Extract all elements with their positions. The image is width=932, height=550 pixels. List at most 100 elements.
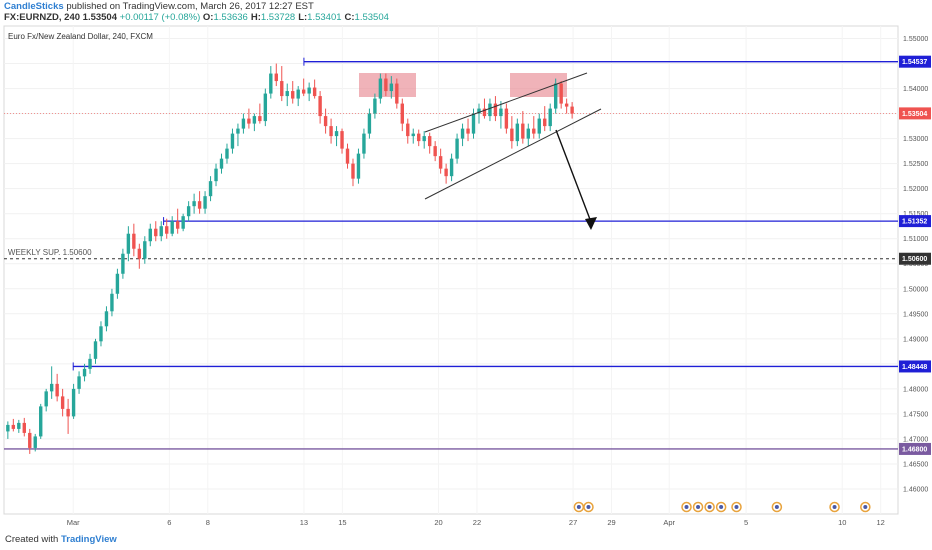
- x-tick-label: 5: [744, 518, 748, 527]
- current-price-tag-label: 1.53504: [902, 111, 927, 118]
- candle-body: [351, 163, 355, 179]
- candle-body: [373, 98, 377, 114]
- y-tick-label: 1.54000: [903, 86, 928, 93]
- price-tag-label: 1.50600: [902, 256, 927, 263]
- candle-body: [77, 376, 81, 389]
- y-tick-label: 1.49500: [903, 311, 928, 318]
- candle-body: [241, 118, 246, 129]
- candle-body: [329, 126, 333, 137]
- candle-body: [82, 368, 87, 377]
- candle-body: [340, 131, 344, 149]
- candle-body: [455, 138, 459, 159]
- candle-body: [482, 108, 487, 117]
- economic-event-dot: [719, 505, 724, 509]
- candle-body: [110, 293, 114, 312]
- candle-body: [104, 311, 109, 327]
- candle-body: [477, 108, 481, 114]
- candle-body: [33, 436, 37, 448]
- x-tick-label: 15: [338, 518, 346, 527]
- candle-body: [219, 158, 224, 169]
- economic-event-dot: [707, 505, 712, 509]
- candle-body: [28, 432, 32, 448]
- y-tick-label: 1.49000: [903, 336, 928, 343]
- candle-body: [165, 226, 169, 234]
- close-value: 1.53504: [354, 12, 389, 23]
- tradingview-logo[interactable]: TradingView: [60, 534, 117, 545]
- high-value: 1.53728: [260, 12, 296, 23]
- candle-body: [488, 103, 492, 117]
- candle-body: [433, 146, 437, 157]
- candle-body: [71, 388, 76, 417]
- economic-event-dot: [774, 505, 779, 509]
- candle-body: [362, 133, 366, 154]
- candle-body: [564, 103, 569, 107]
- candle-body: [269, 73, 273, 94]
- candle-body: [6, 424, 10, 432]
- y-tick-label: 1.46500: [903, 461, 928, 468]
- x-tick-label: 22: [473, 518, 481, 527]
- candle-body: [203, 196, 207, 209]
- drawings: [424, 72, 602, 230]
- candle-body: [466, 128, 470, 134]
- open-value: 1.53636: [213, 12, 248, 23]
- candle-body: [252, 116, 257, 124]
- y-tick-label: 1.47000: [903, 436, 928, 443]
- candle-body: [296, 89, 300, 99]
- candle-body: [449, 158, 454, 177]
- candle-body: [143, 241, 147, 259]
- candle-body: [493, 103, 498, 117]
- candle-body: [499, 108, 503, 117]
- x-tick-label: 10: [838, 518, 846, 527]
- candle-body: [504, 108, 509, 129]
- candle-body: [411, 133, 415, 137]
- candle-body: [197, 201, 202, 209]
- y-tick-label: 1.52500: [903, 161, 928, 168]
- price-tag-box: [899, 55, 931, 68]
- economic-event-dot: [734, 505, 739, 509]
- candle-body: [438, 156, 443, 169]
- y-tick-label: 1.47500: [903, 411, 928, 418]
- candle-body: [181, 216, 185, 229]
- price-tags: 1.54537 1.51352 1.50600 1.48448 1.46800 1.535…: [899, 55, 931, 455]
- candle-body: [39, 406, 43, 437]
- y-tick-label: 1.50000: [903, 286, 928, 293]
- x-tick-label: 6: [167, 518, 171, 527]
- target-arrow-head: [585, 217, 597, 230]
- x-tick-label: 27: [569, 518, 577, 527]
- author-link[interactable]: CandleSticks: [4, 1, 64, 12]
- candle-body: [159, 226, 163, 237]
- candle-body: [471, 113, 476, 134]
- candle-body: [214, 168, 218, 182]
- candle-body: [444, 168, 448, 177]
- price-tag-label: 1.51352: [902, 219, 927, 226]
- current-price-tag-box: [899, 107, 931, 120]
- event-markers: [573, 501, 871, 513]
- candlestick-chart[interactable]: Euro Fx/New Zealand Dollar, 240, FXCM WE…: [0, 24, 932, 530]
- x-tick-label: 12: [877, 518, 885, 527]
- candle-body: [274, 73, 278, 82]
- footer: Created with TradingView: [0, 530, 932, 550]
- publish-info: published on TradingView.com, March 26, …: [66, 1, 314, 12]
- price-tag-box: [899, 442, 931, 455]
- candle-body: [186, 206, 191, 217]
- candle-body: [356, 153, 361, 179]
- candle-body: [263, 93, 268, 122]
- candle-body: [312, 87, 317, 97]
- candle-body: [49, 383, 54, 392]
- price-axis[interactable]: 1.550001.545001.540001.535001.530001.525…: [903, 36, 928, 493]
- candle-body: [548, 108, 552, 127]
- candle-body: [307, 87, 311, 94]
- candle-body: [367, 113, 372, 134]
- time-axis[interactable]: Mar 6 8 13 15 20 22 27 29 Apr 5 10 12: [67, 518, 885, 527]
- candle-body: [137, 248, 142, 259]
- close-key: C:: [344, 12, 355, 23]
- candle-body: [132, 233, 136, 249]
- candle-body: [88, 358, 92, 369]
- candle-body: [60, 396, 65, 409]
- publish-line: CandleSticks published on TradingView.co…: [4, 1, 928, 12]
- y-tick-label: 1.50500: [903, 261, 928, 268]
- price-tag-label: 1.48448: [902, 364, 927, 371]
- candle-body: [192, 201, 196, 207]
- candle-body: [400, 103, 404, 124]
